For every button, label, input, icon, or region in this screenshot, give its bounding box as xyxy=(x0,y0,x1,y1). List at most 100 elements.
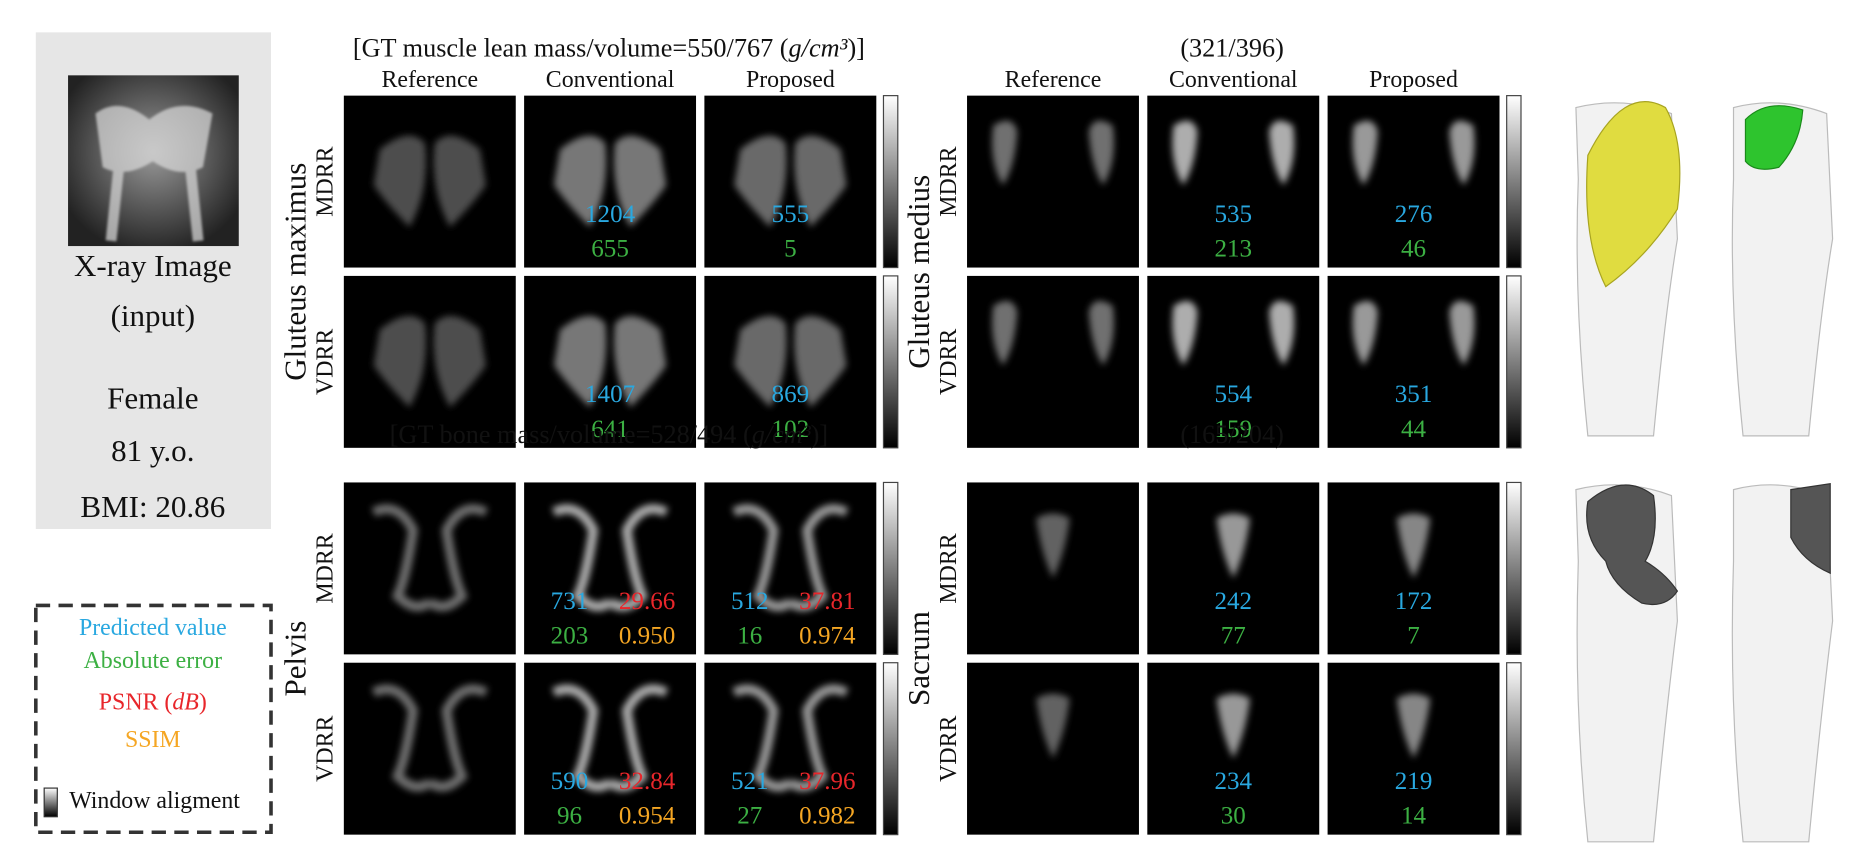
title-part: (321/396) xyxy=(1180,33,1284,62)
colorbar xyxy=(882,481,899,655)
metric-predicted: 276 xyxy=(1395,201,1433,228)
group-name: Gluteus medius xyxy=(901,175,936,369)
muscle xyxy=(734,315,787,408)
metric-error: 5 xyxy=(784,236,797,263)
column-header: Conventional xyxy=(1169,67,1298,93)
bone xyxy=(1216,513,1250,578)
bone xyxy=(371,504,433,612)
colorbar xyxy=(882,275,899,449)
bone xyxy=(1396,513,1431,578)
row-label: VDRR xyxy=(313,715,339,781)
metric-error: 213 xyxy=(1214,236,1252,263)
muscle xyxy=(433,315,486,408)
image-tile xyxy=(704,95,877,268)
bone xyxy=(551,684,614,792)
group-panel: [GT muscle lean mass/volume=550/767 (g/c… xyxy=(278,33,899,449)
column-header: Proposed xyxy=(1369,67,1458,93)
row-label: VDRR xyxy=(313,329,339,395)
metric-predicted: 554 xyxy=(1214,381,1252,408)
image-tile xyxy=(967,95,1139,268)
metric-predicted: 535 xyxy=(1214,201,1252,228)
bone xyxy=(787,504,849,612)
legend-psnr: PSNR (dB) xyxy=(99,690,207,716)
input-subtitle: (input) xyxy=(111,298,195,333)
muscle xyxy=(1088,120,1114,186)
muscle xyxy=(553,135,607,227)
tile-anatomy xyxy=(1036,693,1070,759)
bone xyxy=(551,504,614,612)
muscle xyxy=(1352,300,1378,366)
metric-ssim: 0.982 xyxy=(799,803,855,830)
tile-anatomy xyxy=(553,315,667,408)
colorbar xyxy=(882,662,899,836)
tile-anatomy xyxy=(1396,513,1431,578)
bone xyxy=(787,684,849,792)
tile-anatomy xyxy=(992,120,1114,186)
legend-window-icon xyxy=(43,787,58,818)
muscle xyxy=(1269,120,1295,186)
metric-error: 7 xyxy=(1407,622,1420,649)
legend-psnr-text: ) xyxy=(199,690,207,716)
title-part: [GT muscle lean mass/volume=550/767 ( xyxy=(353,33,789,62)
bone xyxy=(607,684,669,792)
muscle xyxy=(613,135,667,227)
muscle xyxy=(992,120,1018,186)
group-title: (321/396) xyxy=(1180,33,1284,62)
sex: Female xyxy=(107,380,198,415)
title-part: (165/204) xyxy=(1180,420,1284,449)
metric-error: 27 xyxy=(737,803,762,830)
column-header: Proposed xyxy=(746,67,835,93)
bone xyxy=(371,684,433,792)
row-label: VDRR xyxy=(936,329,962,395)
column-header: Reference xyxy=(381,67,478,93)
muscle xyxy=(794,135,847,227)
colorbar xyxy=(882,95,899,269)
metric-predicted: 590 xyxy=(551,768,589,795)
tile-anatomy xyxy=(992,300,1114,366)
metric-error: 14 xyxy=(1401,803,1427,830)
image-tile xyxy=(967,275,1139,448)
image-tile xyxy=(704,275,877,448)
muscle xyxy=(433,135,486,227)
metric-error: 641 xyxy=(591,416,629,443)
tile-anatomy xyxy=(1036,513,1070,578)
muscle xyxy=(373,315,426,408)
metric-psnr: 29.66 xyxy=(619,588,675,615)
metric-error: 203 xyxy=(551,622,589,649)
image-tile xyxy=(524,275,697,448)
legend-error: Absolute error xyxy=(84,648,223,674)
group-title: (165/204) xyxy=(1180,420,1284,449)
metric-ssim: 0.950 xyxy=(619,622,675,649)
group-name: Sacrum xyxy=(901,611,936,706)
metric-predicted: 242 xyxy=(1214,588,1252,615)
bone xyxy=(732,504,794,612)
tile-anatomy xyxy=(1352,300,1475,366)
image-tile xyxy=(343,482,516,655)
muscle xyxy=(1352,120,1378,186)
column-header: Reference xyxy=(1005,67,1102,93)
legend-predicted: Predicted value xyxy=(79,615,227,641)
metric-error: 77 xyxy=(1221,622,1246,649)
muscle xyxy=(992,300,1018,366)
legend-psnr-text: PSNR ( xyxy=(99,690,173,716)
muscle xyxy=(1269,300,1295,366)
tile-anatomy xyxy=(1352,120,1475,186)
tile-anatomy xyxy=(734,135,847,227)
tile-anatomy xyxy=(1396,693,1431,759)
legend-window: Window aligment xyxy=(69,788,240,814)
image-tile xyxy=(704,482,877,655)
render-gluteus-medius xyxy=(1744,105,1804,170)
row-label: MDRR xyxy=(313,146,339,216)
group-panel: (321/396) Reference Conventional Proposed Gl… xyxy=(901,33,1522,449)
column-header: Conventional xyxy=(546,67,675,93)
metric-error: 102 xyxy=(772,416,810,443)
legend-box xyxy=(34,603,273,835)
metric-error: 655 xyxy=(591,236,629,263)
metric-error: 44 xyxy=(1401,416,1427,443)
tile-anatomy xyxy=(1172,120,1295,186)
render-pelvis xyxy=(1586,484,1679,606)
tile-anatomy xyxy=(551,684,669,792)
bone xyxy=(1216,693,1250,759)
metric-predicted: 1407 xyxy=(585,381,635,408)
image-tile xyxy=(524,482,697,655)
